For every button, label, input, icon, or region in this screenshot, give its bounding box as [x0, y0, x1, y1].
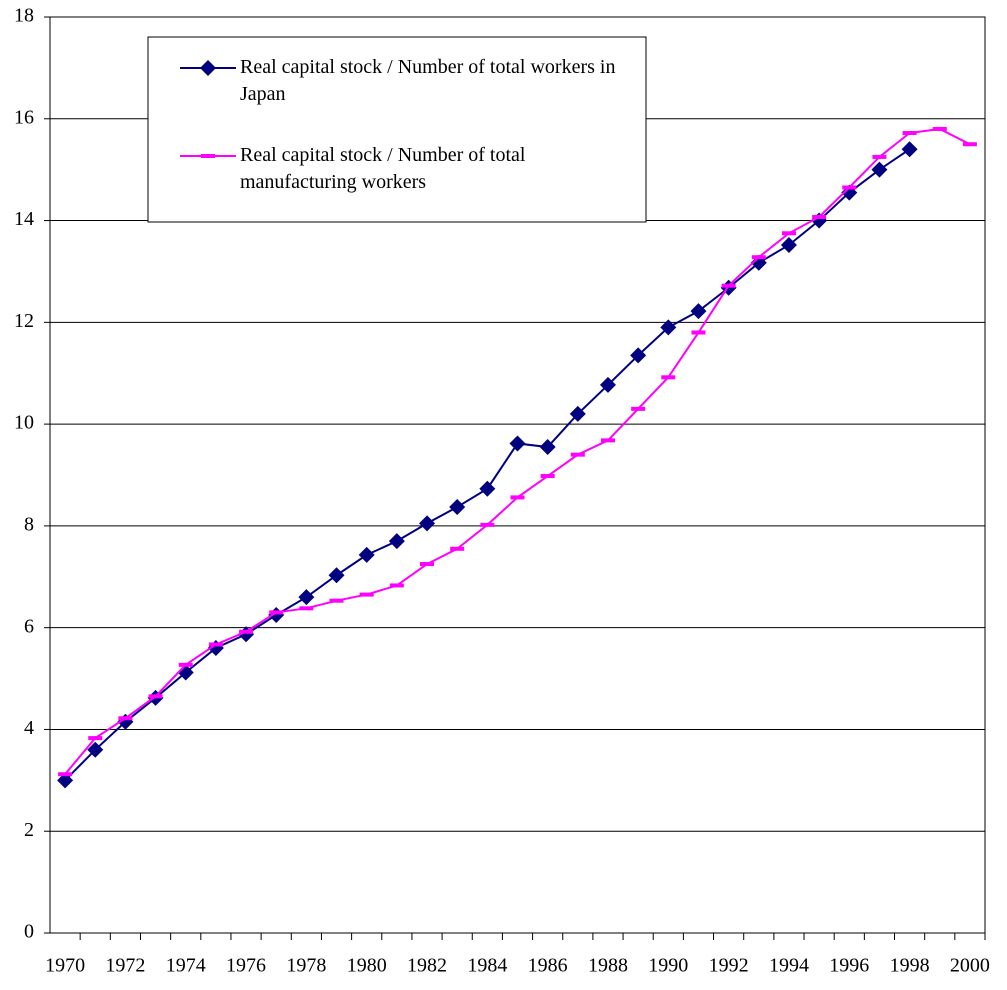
x-tick-label: 1970 [45, 955, 85, 977]
point [388, 533, 405, 550]
plot-frame [49, 16, 986, 934]
y-tick-label: 0 [24, 921, 34, 943]
point [510, 495, 525, 500]
x-tick-label: 1976 [226, 955, 266, 977]
x-tick-label: 1988 [588, 955, 628, 977]
y-tick-label: 18 [14, 5, 34, 27]
point [449, 499, 466, 516]
y-tick-label: 10 [14, 412, 34, 434]
point [630, 347, 647, 364]
point [570, 452, 585, 457]
point [872, 154, 887, 159]
point [87, 741, 104, 758]
x-tick-label: 1990 [648, 955, 688, 977]
y-tick-label: 14 [14, 208, 34, 230]
point [148, 694, 163, 699]
point [450, 546, 465, 551]
x-tick-label: 1986 [528, 955, 568, 977]
x-tick-label: 1972 [105, 955, 145, 977]
x-tick-label: 1996 [829, 955, 869, 977]
point [269, 610, 284, 615]
point [781, 231, 796, 236]
y-tick-label: 8 [24, 513, 34, 535]
point [298, 589, 315, 606]
point [208, 642, 223, 647]
point [539, 439, 556, 456]
x-tick-label: 1992 [709, 955, 749, 977]
point [420, 562, 435, 567]
x-tick-label: 1994 [769, 955, 809, 977]
point [509, 435, 526, 452]
point [58, 772, 73, 777]
y-tick-label: 2 [24, 819, 34, 841]
point [178, 662, 193, 667]
y-tick-label: 12 [14, 310, 34, 332]
point [842, 185, 857, 190]
legend-label: Real capital stock / Number of total man… [240, 144, 526, 193]
point [480, 522, 495, 527]
point [328, 567, 345, 584]
point [358, 546, 375, 563]
point [569, 405, 586, 422]
x-tick-label: 2000 [950, 955, 990, 977]
x-tick-label: 1974 [166, 955, 206, 977]
point [780, 236, 797, 253]
x-tick-label: 1978 [286, 955, 326, 977]
point [419, 515, 436, 532]
x-tick-label: 1982 [407, 955, 447, 977]
point [600, 438, 615, 443]
point [599, 376, 616, 393]
y-tick-label: 16 [14, 106, 34, 128]
point [751, 255, 766, 260]
point [57, 772, 74, 789]
x-tick-label: 1980 [347, 955, 387, 977]
point [631, 406, 646, 411]
point [540, 474, 555, 479]
point [389, 583, 404, 588]
point [239, 629, 254, 634]
point [479, 480, 496, 497]
point [329, 598, 344, 603]
x-tick-label: 1998 [890, 955, 930, 977]
point [660, 319, 677, 336]
point [661, 375, 676, 380]
point [902, 131, 917, 136]
point [812, 214, 827, 219]
point [691, 330, 706, 335]
point [359, 592, 374, 597]
legend-marker [201, 154, 215, 158]
legend-marker [200, 60, 216, 76]
point [721, 283, 736, 288]
point [962, 142, 977, 147]
point [690, 303, 707, 320]
point [118, 716, 133, 721]
point [901, 141, 918, 158]
y-tick-label: 4 [24, 717, 34, 739]
y-tick-label: 6 [24, 615, 34, 637]
x-tick-label: 1984 [467, 955, 507, 977]
legend-label: Real capital stock / Number of total wor… [240, 56, 616, 105]
point [871, 161, 888, 178]
point [88, 736, 103, 741]
point [932, 126, 947, 131]
point [299, 606, 314, 611]
